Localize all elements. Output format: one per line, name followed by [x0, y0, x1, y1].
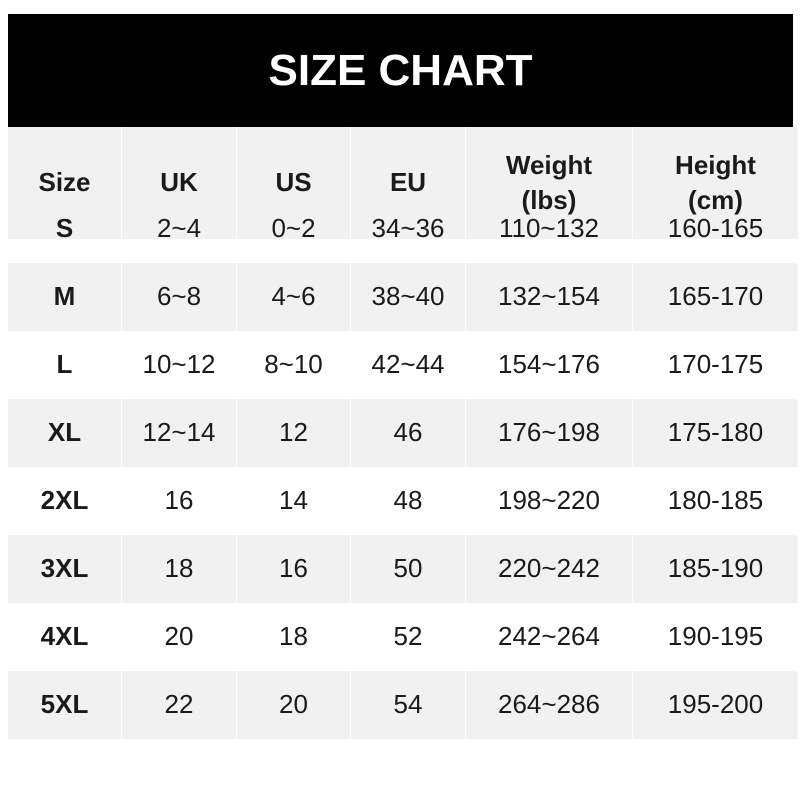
table-cell: 170-175: [667, 349, 764, 380]
table-cell: 160-165: [667, 213, 764, 244]
table-cell: 6~8: [122, 263, 236, 331]
table-cell: 54: [351, 671, 465, 739]
column-header: US: [237, 127, 350, 239]
size-label: 5XL: [8, 671, 121, 739]
table-cell: 18: [279, 621, 308, 652]
table-cell: 4~6: [237, 263, 350, 331]
size-label: 2XL: [40, 485, 89, 516]
table-cell: 50: [351, 535, 465, 603]
table-cell: 22: [122, 671, 236, 739]
size-label: XL: [8, 399, 121, 467]
table-cell: 48: [393, 485, 423, 516]
table-cell: 185-190: [633, 535, 798, 603]
table-cell: 154~176: [498, 349, 600, 380]
column-header: Weight (lbs): [466, 127, 632, 239]
table-cell: 42~44: [371, 349, 445, 380]
table-cell: 8~10: [264, 349, 323, 380]
size-label: M: [8, 263, 121, 331]
table-cell: 12: [237, 399, 350, 467]
table-cell: 34~36: [371, 213, 445, 244]
table-cell: 20: [164, 621, 194, 652]
table-cell: 0~2: [271, 213, 316, 244]
table-cell: 12~14: [122, 399, 236, 467]
table-cell: 242~264: [498, 621, 600, 652]
column-header: Height (cm): [633, 127, 798, 239]
table-cell: 198~220: [498, 485, 600, 516]
table-cell: 10~12: [142, 349, 216, 380]
table-cell: 195-200: [633, 671, 798, 739]
table-cell: 38~40: [351, 263, 465, 331]
table-cell: 18: [122, 535, 236, 603]
page-title: SIZE CHART: [8, 14, 793, 127]
column-header: UK: [122, 127, 236, 239]
table-cell: 180-185: [667, 485, 764, 516]
table-cell: 175-180: [633, 399, 798, 467]
table-cell: 14: [279, 485, 308, 516]
size-label: L: [56, 349, 73, 380]
size-label: 4XL: [40, 621, 89, 652]
table-cell: 220~242: [466, 535, 632, 603]
table-cell: 176~198: [466, 399, 632, 467]
table-cell: 46: [351, 399, 465, 467]
size-table: Size UK US EU Weight (lbs) Height (cm) S 2~4 0~2…: [8, 127, 798, 739]
table-cell: 264~286: [466, 671, 632, 739]
column-header: Size: [8, 127, 121, 239]
column-header: EU: [351, 127, 465, 239]
table-cell: 16: [237, 535, 350, 603]
size-label: 3XL: [8, 535, 121, 603]
size-label: S: [55, 213, 74, 244]
table-cell: 2~4: [156, 213, 202, 244]
table-cell: 16: [164, 485, 194, 516]
table-cell: 20: [237, 671, 350, 739]
table-cell: 165-170: [633, 263, 798, 331]
table-cell: 52: [393, 621, 423, 652]
table-cell: 132~154: [466, 263, 632, 331]
table-cell: 110~132: [498, 213, 599, 244]
table-cell: 190-195: [667, 621, 764, 652]
